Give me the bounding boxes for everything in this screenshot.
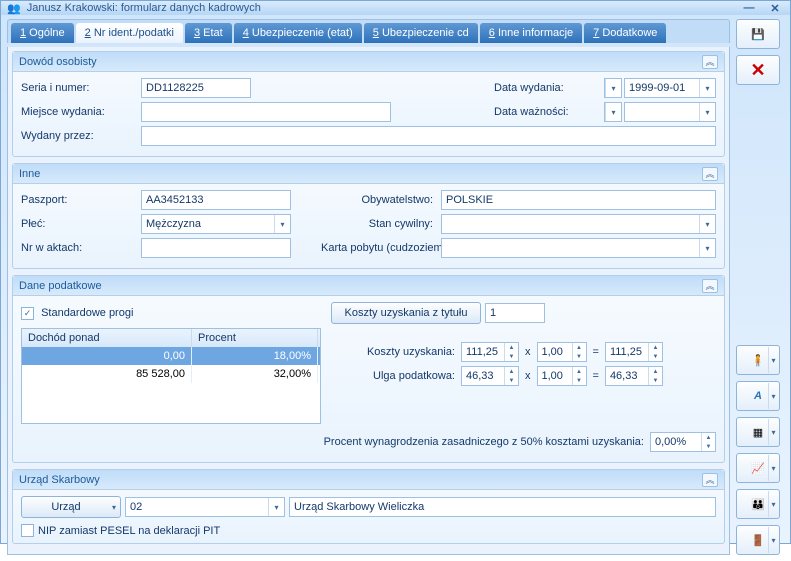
- tab-insurance[interactable]: 4 Ubezpieczenie (etat): [234, 23, 362, 43]
- ulga-res[interactable]: 46,33▲▼: [605, 366, 663, 386]
- col-income: Dochód ponad: [22, 329, 192, 347]
- issue-place-label: Miejsce wydania:: [21, 106, 141, 118]
- tool-button-2[interactable]: A▾: [736, 381, 780, 411]
- passport-label: Paszport:: [21, 194, 141, 206]
- koszty-button[interactable]: Koszty uzyskania z tytułu: [331, 302, 481, 324]
- collapse-button[interactable]: ︽: [702, 55, 718, 69]
- font-icon: A: [754, 390, 762, 402]
- std-thresholds-checkbox[interactable]: ✓: [21, 307, 34, 320]
- chart-icon: 📈: [751, 462, 765, 475]
- citizenship-input[interactable]: [441, 190, 716, 210]
- table-row[interactable]: 85 528,00 32,00%: [22, 365, 320, 383]
- cancel-button[interactable]: ✕: [736, 55, 780, 85]
- koszty-a[interactable]: 111,25▲▼: [461, 342, 519, 362]
- valid-date-input[interactable]: ▾: [624, 102, 716, 122]
- office-name-input[interactable]: [289, 497, 716, 517]
- collapse-button[interactable]: ︽: [702, 473, 718, 487]
- panel-title: Dane podatkowe: [19, 280, 102, 292]
- tab-additional[interactable]: 7 Dodatkowe: [584, 23, 666, 43]
- tab-strip: 1 Ogólne 2 Nr ident./podatki 3 Etat 4 Ub…: [7, 19, 730, 43]
- collapse-button[interactable]: ︽: [702, 279, 718, 293]
- panel-tax-office: Urząd Skarbowy ︽ Urząd 02▾ NIP zamiast P…: [12, 469, 725, 544]
- nip-checkbox[interactable]: [21, 524, 34, 537]
- koszty-title-value[interactable]: [485, 303, 545, 323]
- serial-input[interactable]: [141, 78, 251, 98]
- tool-button-5[interactable]: 👪▾: [736, 489, 780, 519]
- urzad-button[interactable]: Urząd: [21, 496, 121, 518]
- ulga-a[interactable]: 46,33▲▼: [461, 366, 519, 386]
- people-icon: 👪: [751, 498, 765, 511]
- close-icon: ✕: [750, 60, 765, 81]
- pct-label: Procent wynagrodzenia zasadniczego z 50%…: [324, 436, 650, 448]
- file-no-label: Nr w aktach:: [21, 242, 141, 254]
- save-button[interactable]: 💾: [736, 19, 780, 49]
- panel-id-card: Dowód osobisty ︽ Seria i numer: Data wyd…: [12, 51, 725, 157]
- issue-date-label: Data wydania:: [494, 82, 604, 94]
- serial-label: Seria i numer:: [21, 82, 141, 94]
- marital-label: Stan cywilny:: [321, 218, 441, 230]
- issue-date-type[interactable]: ▾: [604, 78, 622, 98]
- koszty-res[interactable]: 111,25▲▼: [605, 342, 663, 362]
- close-button[interactable]: ✕: [766, 1, 784, 15]
- panel-title: Urząd Skarbowy: [19, 474, 100, 486]
- file-no-input[interactable]: [141, 238, 291, 258]
- issue-date-input[interactable]: 1999-09-01▾: [624, 78, 716, 98]
- tab-etat[interactable]: 3 Etat: [185, 23, 232, 43]
- grid-icon: ▦: [753, 426, 763, 439]
- window: 👥 Janusz Krakowski: formularz danych kad…: [0, 0, 791, 544]
- gender-combo[interactable]: Mężczyzna▾: [141, 214, 291, 234]
- titlebar: 👥 Janusz Krakowski: formularz danych kad…: [1, 1, 790, 15]
- tool-button-6[interactable]: 🚪▾: [736, 525, 780, 555]
- person-icon: 🧍: [751, 354, 765, 367]
- tab-content: Dowód osobisty ︽ Seria i numer: Data wyd…: [7, 47, 730, 555]
- panel-title: Inne: [19, 168, 40, 180]
- minimize-button[interactable]: —: [740, 1, 758, 15]
- issued-by-input[interactable]: [141, 126, 716, 146]
- issue-place-input[interactable]: [141, 102, 391, 122]
- nip-label: NIP zamiast PESEL na deklaracji PIT: [38, 525, 220, 537]
- sidebar: 💾 ✕ 🧍▾ A▾ ▦▾ 📈▾ 👪▾ 🚪▾: [736, 19, 784, 555]
- ulga-b[interactable]: 1,00▲▼: [537, 366, 587, 386]
- tax-table: Dochód ponad Procent 0,00 18,00% 85 528,…: [21, 328, 321, 424]
- valid-date-label: Data ważności:: [494, 106, 604, 118]
- tool-button-3[interactable]: ▦▾: [736, 417, 780, 447]
- tab-id-tax[interactable]: 2 Nr ident./podatki: [76, 23, 183, 43]
- col-percent: Procent: [192, 329, 318, 347]
- window-title: Janusz Krakowski: formularz danych kadro…: [27, 2, 261, 14]
- tab-general[interactable]: 1 Ogólne: [11, 23, 74, 43]
- std-thresholds-label: Standardowe progi: [41, 307, 133, 319]
- office-code-combo[interactable]: 02▾: [125, 497, 285, 517]
- koszty-label: Koszty uzyskania:: [341, 346, 461, 358]
- marital-combo[interactable]: ▾: [441, 214, 716, 234]
- table-row[interactable]: 0,00 18,00%: [22, 347, 320, 365]
- tab-insurance-cd[interactable]: 5 Ubezpieczenie cd: [364, 23, 478, 43]
- pct-value[interactable]: 0,00%▲▼: [650, 432, 716, 452]
- panel-title: Dowód osobisty: [19, 56, 97, 68]
- gender-label: Płeć:: [21, 218, 141, 230]
- issued-by-label: Wydany przez:: [21, 130, 141, 142]
- panel-tax: Dane podatkowe ︽ ✓ Standardowe progi Kos…: [12, 275, 725, 463]
- tab-other-info[interactable]: 6 Inne informacje: [480, 23, 582, 43]
- save-icon: 💾: [751, 28, 765, 41]
- app-icon: 👥: [7, 2, 21, 15]
- valid-date-type[interactable]: ▾: [604, 102, 622, 122]
- panel-other: Inne ︽ Paszport: Obywatelstwo: Płeć:: [12, 163, 725, 269]
- card-label: Karta pobytu (cudzoziemiec):: [321, 242, 441, 254]
- ulga-label: Ulga podatkowa:: [341, 370, 461, 382]
- citizenship-label: Obywatelstwo:: [321, 194, 441, 206]
- koszty-b[interactable]: 1,00▲▼: [537, 342, 587, 362]
- passport-input[interactable]: [141, 190, 291, 210]
- tool-button-1[interactable]: 🧍▾: [736, 345, 780, 375]
- door-icon: 🚪: [751, 534, 765, 547]
- residence-card-combo[interactable]: ▾: [441, 238, 716, 258]
- collapse-button[interactable]: ︽: [702, 167, 718, 181]
- tool-button-4[interactable]: 📈▾: [736, 453, 780, 483]
